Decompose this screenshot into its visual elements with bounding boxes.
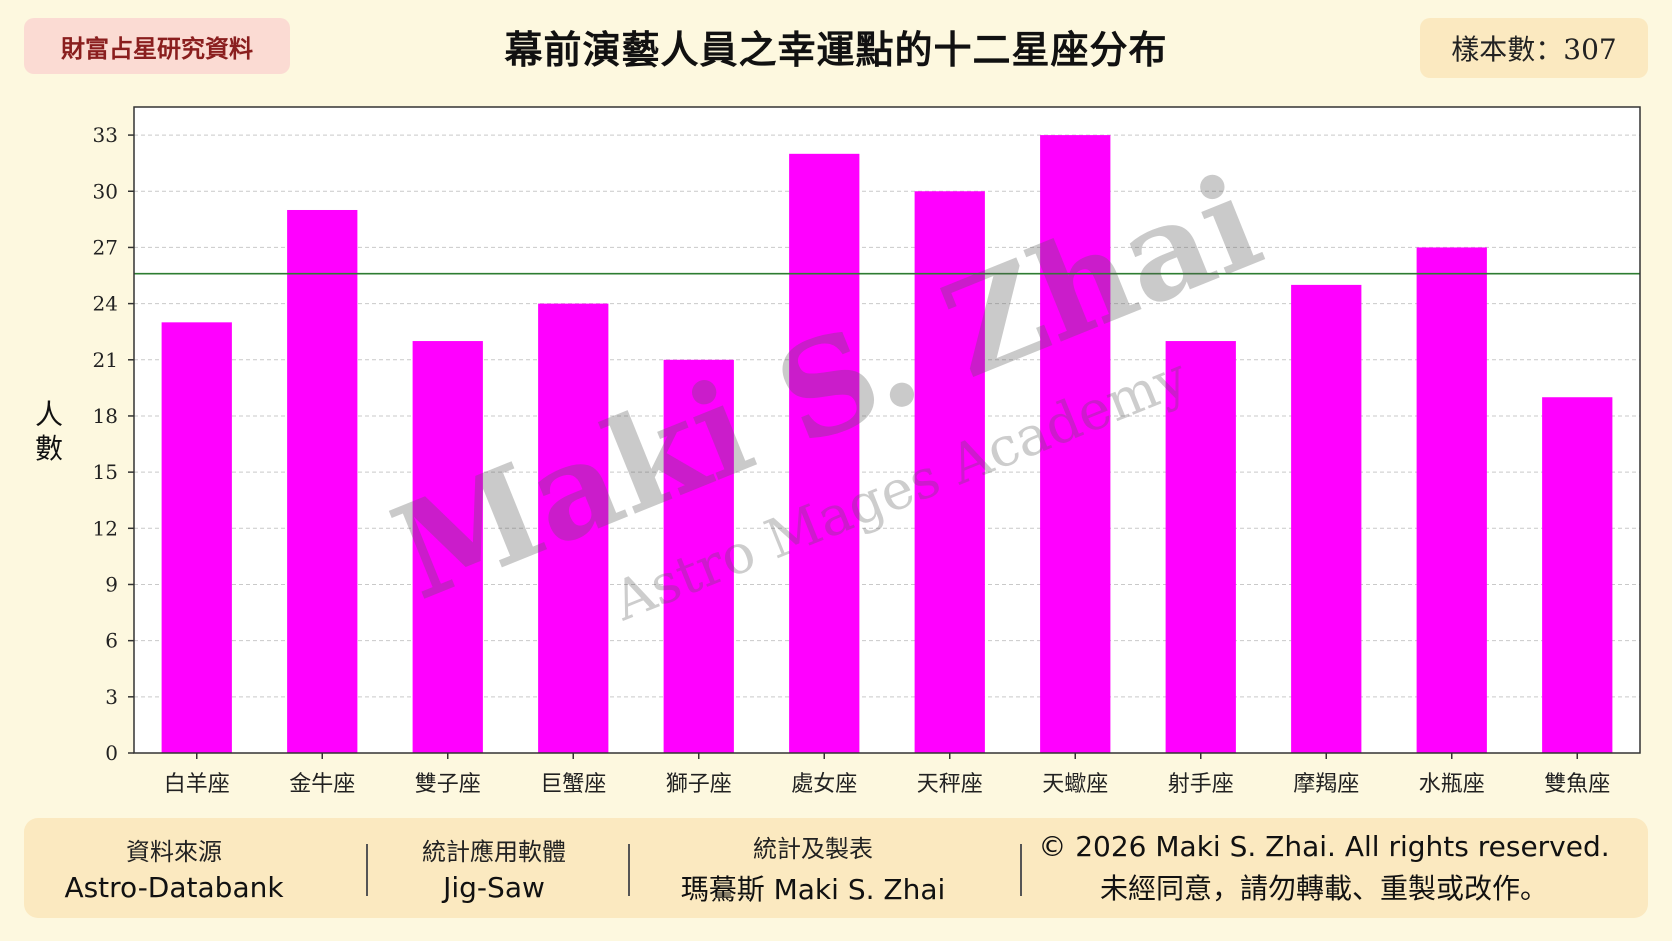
- x-tick-label: 射手座: [1168, 772, 1234, 797]
- bar-9: [1165, 341, 1236, 753]
- y-tick-label: 33: [93, 123, 118, 147]
- bar-3: [412, 341, 483, 753]
- footer-author: 統計及製表 瑪驀斯 Maki S. Zhai: [631, 818, 995, 918]
- sample-size-badge: 樣本數：307: [1420, 18, 1648, 78]
- plot-background: [134, 107, 1640, 753]
- x-tick-label: 摩羯座: [1293, 772, 1359, 797]
- bar-6: [789, 153, 860, 754]
- x-tick-label: 天蠍座: [1042, 772, 1108, 797]
- footer-copyright: © 2026 Maki S. Zhai. All rights reserved…: [1024, 818, 1624, 918]
- bar-4: [538, 303, 609, 753]
- y-tick-label: 24: [93, 292, 118, 316]
- y-tick-label: 21: [93, 348, 118, 372]
- x-tick-label: 雙子座: [415, 772, 481, 797]
- footer-divider: [1020, 844, 1022, 896]
- x-tick-label: 雙魚座: [1544, 772, 1610, 797]
- y-tick-label: 15: [93, 460, 118, 484]
- software-value: Jig-Saw: [443, 871, 545, 904]
- copyright-notice: 未經同意，請勿轉載、重製或改作。: [1099, 871, 1548, 905]
- x-tick-label: 獅子座: [666, 772, 732, 797]
- footer: 資料來源 Astro-Databank 統計應用軟體 Jig-Saw 統計及製表…: [24, 818, 1648, 918]
- bar-12: [1542, 397, 1613, 753]
- bar-5: [663, 359, 734, 753]
- y-axis-label: 人數: [34, 398, 63, 465]
- bar-7: [914, 191, 985, 753]
- software-label: 統計應用軟體: [422, 838, 566, 866]
- x-tick-label: 金牛座: [289, 772, 355, 797]
- y-tick-label: 18: [93, 404, 118, 428]
- author-value: 瑪驀斯 Maki S. Zhai: [680, 872, 946, 906]
- source-value: Astro-Databank: [64, 871, 284, 904]
- footer-divider: [366, 844, 368, 896]
- footer-source: 資料來源 Astro-Databank: [24, 818, 324, 918]
- bar-chart: 0 3 6 9 12 15 18 21 24 27 30 33 白羊座 金牛座 雙子座 巨蟹座 獅子座 處女座 天秤…: [93, 106, 1641, 797]
- y-tick-label: 30: [93, 179, 118, 203]
- author-label: 統計及製表: [753, 834, 873, 863]
- y-tick-label: 3: [105, 685, 118, 709]
- y-tick-label: 9: [105, 572, 118, 596]
- source-label: 資料來源: [126, 838, 222, 866]
- category-tag: 財富占星研究資料: [24, 18, 290, 74]
- y-tick-label: 12: [93, 516, 118, 540]
- bar-2: [287, 209, 358, 754]
- x-tick-label: 水瓶座: [1419, 772, 1485, 797]
- bar-11: [1416, 247, 1487, 753]
- bar-8: [1040, 135, 1111, 753]
- chart-area: 0 3 6 9 12 15 18 21 24 27 30 33 白羊座 金牛座 雙子座 巨蟹座 獅子座 處女座 天秤…: [93, 106, 1641, 797]
- bar-10: [1291, 284, 1362, 753]
- y-tick-label: 6: [105, 629, 118, 653]
- page-title: 幕前演藝人員之幸運點的十二星座分布: [504, 27, 1168, 72]
- bar-1: [161, 322, 232, 753]
- y-tick-label: 0: [105, 741, 118, 765]
- x-tick-label: 巨蟹座: [540, 772, 606, 797]
- y-tick-label: 27: [93, 235, 118, 259]
- copyright-text: © 2026 Maki S. Zhai. All rights reserved…: [1038, 829, 1610, 863]
- plot-frame: [133, 106, 1641, 754]
- x-tick-label: 白羊座: [164, 772, 230, 797]
- x-tick-label: 處女座: [791, 772, 857, 797]
- x-tick-label: 天秤座: [917, 772, 983, 797]
- footer-software: 統計應用軟體 Jig-Saw: [369, 818, 619, 918]
- footer-divider: [628, 844, 630, 896]
